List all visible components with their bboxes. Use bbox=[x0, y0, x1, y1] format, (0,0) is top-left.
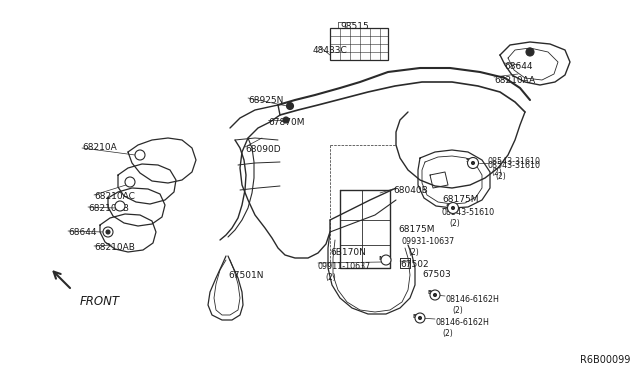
Text: 98515: 98515 bbox=[340, 22, 369, 31]
Text: 67502: 67502 bbox=[400, 260, 429, 269]
Circle shape bbox=[125, 177, 135, 187]
Text: 67501N: 67501N bbox=[228, 271, 264, 280]
Text: 68210AB: 68210AB bbox=[88, 204, 129, 213]
Circle shape bbox=[467, 157, 479, 169]
Text: (2): (2) bbox=[491, 167, 502, 176]
Text: 68925N: 68925N bbox=[248, 96, 284, 105]
Text: (2): (2) bbox=[325, 273, 336, 282]
Circle shape bbox=[433, 294, 436, 296]
Circle shape bbox=[283, 117, 289, 123]
Text: 68210AC: 68210AC bbox=[94, 192, 135, 201]
Text: S: S bbox=[466, 158, 470, 164]
Text: B: B bbox=[413, 314, 417, 318]
Circle shape bbox=[381, 255, 391, 265]
Text: FRONT: FRONT bbox=[80, 295, 120, 308]
Circle shape bbox=[103, 227, 113, 237]
Text: (2): (2) bbox=[442, 329, 452, 338]
Text: 48433C: 48433C bbox=[313, 46, 348, 55]
Text: 08543-31610: 08543-31610 bbox=[488, 157, 541, 167]
Text: 67503: 67503 bbox=[422, 270, 451, 279]
Text: 08543-31610: 08543-31610 bbox=[488, 161, 541, 170]
Text: R6B00099: R6B00099 bbox=[580, 355, 630, 365]
Text: (2): (2) bbox=[495, 172, 506, 181]
Text: S: S bbox=[445, 203, 451, 208]
Text: 68175M: 68175M bbox=[398, 225, 435, 234]
Circle shape bbox=[526, 48, 534, 56]
Text: (2): (2) bbox=[449, 219, 460, 228]
Circle shape bbox=[472, 161, 474, 164]
Text: 68040B: 68040B bbox=[393, 186, 428, 195]
Text: 68175M: 68175M bbox=[442, 195, 479, 204]
Circle shape bbox=[415, 313, 425, 323]
Text: N: N bbox=[384, 259, 388, 263]
Text: 68090D: 68090D bbox=[245, 145, 280, 154]
Text: 68210AA: 68210AA bbox=[494, 76, 535, 85]
Circle shape bbox=[419, 317, 422, 320]
Text: 09911-10637: 09911-10637 bbox=[318, 262, 371, 271]
Text: N: N bbox=[378, 256, 384, 260]
Text: 08146-6162H: 08146-6162H bbox=[445, 295, 499, 304]
Text: 08543-51610: 08543-51610 bbox=[442, 208, 495, 217]
Circle shape bbox=[106, 230, 110, 234]
Text: 09931-10637: 09931-10637 bbox=[401, 237, 454, 246]
Circle shape bbox=[451, 206, 454, 209]
Text: 68210A: 68210A bbox=[82, 143, 116, 152]
Text: 68644: 68644 bbox=[504, 62, 532, 71]
Circle shape bbox=[287, 103, 294, 109]
Text: 67870M: 67870M bbox=[268, 118, 305, 127]
Text: (2): (2) bbox=[452, 306, 463, 315]
Circle shape bbox=[115, 201, 125, 211]
Circle shape bbox=[447, 202, 458, 214]
Text: (2): (2) bbox=[408, 248, 419, 257]
Text: 68644: 68644 bbox=[68, 228, 97, 237]
Text: 08146-6162H: 08146-6162H bbox=[435, 318, 489, 327]
Text: 68210AB: 68210AB bbox=[94, 243, 135, 252]
Text: B: B bbox=[428, 291, 432, 295]
Circle shape bbox=[430, 290, 440, 300]
Circle shape bbox=[135, 150, 145, 160]
Bar bbox=[330, 28, 388, 60]
Text: 6B170N: 6B170N bbox=[330, 248, 366, 257]
